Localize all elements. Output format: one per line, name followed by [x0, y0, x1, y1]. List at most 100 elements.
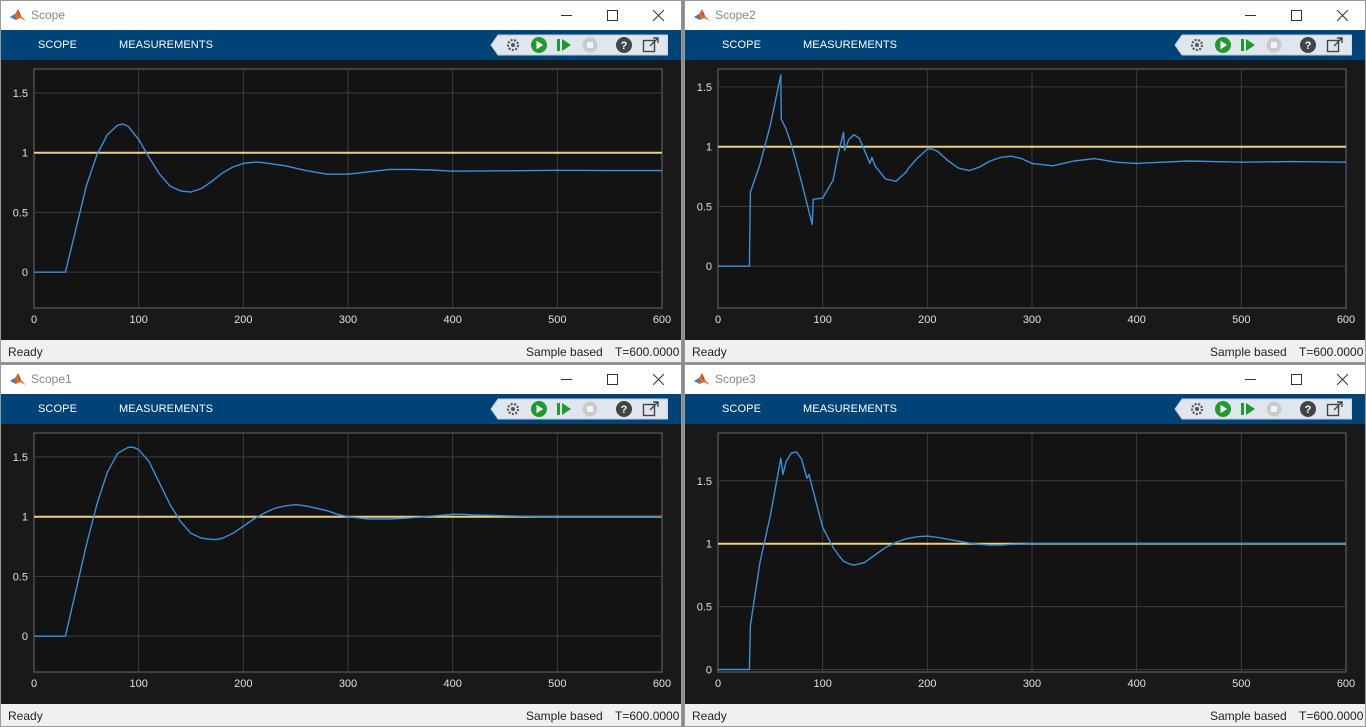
- tab-scope[interactable]: SCOPE: [722, 403, 762, 415]
- status-bar: Ready Sample based T=600.0000: [685, 704, 1365, 726]
- settings-icon[interactable]: [1188, 36, 1206, 54]
- x-tick-label: 0: [715, 678, 721, 690]
- close-icon: [652, 10, 664, 21]
- settings-icon[interactable]: [1188, 400, 1206, 418]
- title-bar[interactable]: Scope: [1, 1, 681, 30]
- status-time: T=600.0000: [1299, 345, 1364, 359]
- scope1-window[interactable]: Scope1 SCOPE MEASUREMENTS: [0, 364, 682, 727]
- tab-scope[interactable]: SCOPE: [722, 39, 762, 51]
- x-tick-label: 300: [339, 678, 357, 690]
- tab-measurements[interactable]: MEASUREMENTS: [803, 403, 898, 415]
- x-tick-label: 600: [653, 678, 671, 690]
- undock-icon[interactable]: [642, 400, 660, 418]
- svg-text:?: ?: [1305, 40, 1312, 52]
- maximize-button[interactable]: [1273, 1, 1319, 30]
- title-bar[interactable]: Scope3: [685, 365, 1365, 394]
- toolstrip: SCOPE MEASUREMENTS: [685, 394, 1365, 424]
- close-button[interactable]: [635, 1, 681, 30]
- settings-icon[interactable]: [504, 36, 522, 54]
- undock-icon[interactable]: [1326, 36, 1344, 54]
- tab-scope[interactable]: SCOPE: [38, 39, 78, 51]
- minimize-button[interactable]: [543, 1, 589, 30]
- response-series-line: [34, 446, 662, 637]
- help-icon[interactable]: ?: [1299, 36, 1317, 54]
- maximize-button[interactable]: [589, 365, 635, 394]
- y-tick-label: 1: [706, 142, 712, 154]
- maximize-icon: [606, 10, 618, 21]
- status-ready: Ready: [8, 345, 43, 359]
- minimize-icon: [560, 15, 572, 16]
- status-time: T=600.0000: [1299, 709, 1364, 723]
- status-sample-mode: Sample based: [1210, 709, 1287, 723]
- y-tick-label: 0: [22, 267, 28, 279]
- x-tick-label: 600: [1337, 314, 1355, 326]
- status-ready: Ready: [692, 709, 727, 723]
- stop-icon[interactable]: [581, 36, 599, 54]
- x-tick-label: 200: [234, 314, 252, 326]
- help-icon[interactable]: ?: [1299, 400, 1317, 418]
- maximize-icon: [1290, 10, 1302, 21]
- close-icon: [652, 374, 664, 385]
- help-icon[interactable]: ?: [615, 36, 633, 54]
- status-sample-mode: Sample based: [1210, 345, 1287, 359]
- help-icon[interactable]: ?: [615, 400, 633, 418]
- run-icon[interactable]: [1214, 400, 1232, 418]
- plot-area[interactable]: 0 100 200 300 400 500 600 0 0.5 1 1.5: [685, 424, 1365, 704]
- tab-measurements[interactable]: MEASUREMENTS: [803, 39, 898, 51]
- step-forward-icon[interactable]: [555, 400, 573, 418]
- x-tick-label: 200: [918, 314, 936, 326]
- x-tick-label: 500: [1232, 314, 1250, 326]
- tab-measurements[interactable]: MEASUREMENTS: [119, 39, 214, 51]
- close-button[interactable]: [1319, 1, 1365, 30]
- minimize-icon: [1244, 379, 1256, 380]
- x-tick-label: 200: [234, 678, 252, 690]
- plot-area[interactable]: 0 100 200 300 400 500 600 0 0.5 1 1.5: [685, 60, 1365, 340]
- y-tick-label: 1.5: [13, 88, 28, 100]
- title-bar[interactable]: Scope1: [1, 365, 681, 394]
- close-button[interactable]: [635, 365, 681, 394]
- run-icon[interactable]: [530, 36, 548, 54]
- minimize-icon: [560, 379, 572, 380]
- run-icon[interactable]: [1214, 36, 1232, 54]
- response-series-line: [34, 123, 662, 273]
- y-tick-label: 0: [22, 631, 28, 643]
- minimize-button[interactable]: [1227, 1, 1273, 30]
- minimize-button[interactable]: [543, 365, 589, 394]
- plot-area[interactable]: 0 100 200 300 400 500 600 0 0.5 1 1.5: [1, 60, 681, 340]
- matlab-logo-icon: [10, 9, 26, 21]
- run-icon[interactable]: [530, 400, 548, 418]
- y-tick-label: 0.5: [13, 207, 28, 219]
- x-tick-label: 300: [1023, 678, 1041, 690]
- quick-access-toolbar: ?: [1174, 398, 1352, 420]
- window-title: Scope3: [715, 372, 756, 386]
- scope-window[interactable]: Scope SCOPE MEASUREMENTS: [0, 0, 682, 363]
- stop-icon[interactable]: [1265, 400, 1283, 418]
- status-ready: Ready: [8, 709, 43, 723]
- scope3-window[interactable]: Scope3 SCOPE MEASUREMENTS: [684, 364, 1366, 727]
- undock-icon[interactable]: [1326, 400, 1344, 418]
- stop-icon[interactable]: [581, 400, 599, 418]
- scope-chart: 0 100 200 300 400 500 600 0 0.5 1 1.5: [13, 432, 671, 690]
- minimize-button[interactable]: [1227, 365, 1273, 394]
- x-tick-label: 100: [813, 314, 831, 326]
- step-forward-icon[interactable]: [1239, 36, 1257, 54]
- settings-icon[interactable]: [504, 400, 522, 418]
- y-tick-label: 1.5: [697, 476, 712, 488]
- scope-chart: 0 100 200 300 400 500 600 0 0.5 1 1.5: [697, 432, 1355, 690]
- matlab-logo-icon: [10, 373, 26, 385]
- step-forward-icon[interactable]: [555, 36, 573, 54]
- stop-icon[interactable]: [1265, 36, 1283, 54]
- window-title: Scope2: [715, 8, 756, 22]
- title-bar[interactable]: Scope2: [685, 1, 1365, 30]
- maximize-button[interactable]: [589, 1, 635, 30]
- tab-measurements[interactable]: MEASUREMENTS: [119, 403, 214, 415]
- maximize-button[interactable]: [1273, 365, 1319, 394]
- step-forward-icon[interactable]: [1239, 400, 1257, 418]
- tab-scope[interactable]: SCOPE: [38, 403, 78, 415]
- status-bar: Ready Sample based T=600.0000: [1, 340, 681, 362]
- scope2-window[interactable]: Scope2 SCOPE MEASUREMENTS: [684, 0, 1366, 363]
- plot-area[interactable]: 0 100 200 300 400 500 600 0 0.5 1 1.5: [1, 424, 681, 704]
- close-button[interactable]: [1319, 365, 1365, 394]
- undock-icon[interactable]: [642, 36, 660, 54]
- quick-access-toolbar: ?: [490, 34, 668, 56]
